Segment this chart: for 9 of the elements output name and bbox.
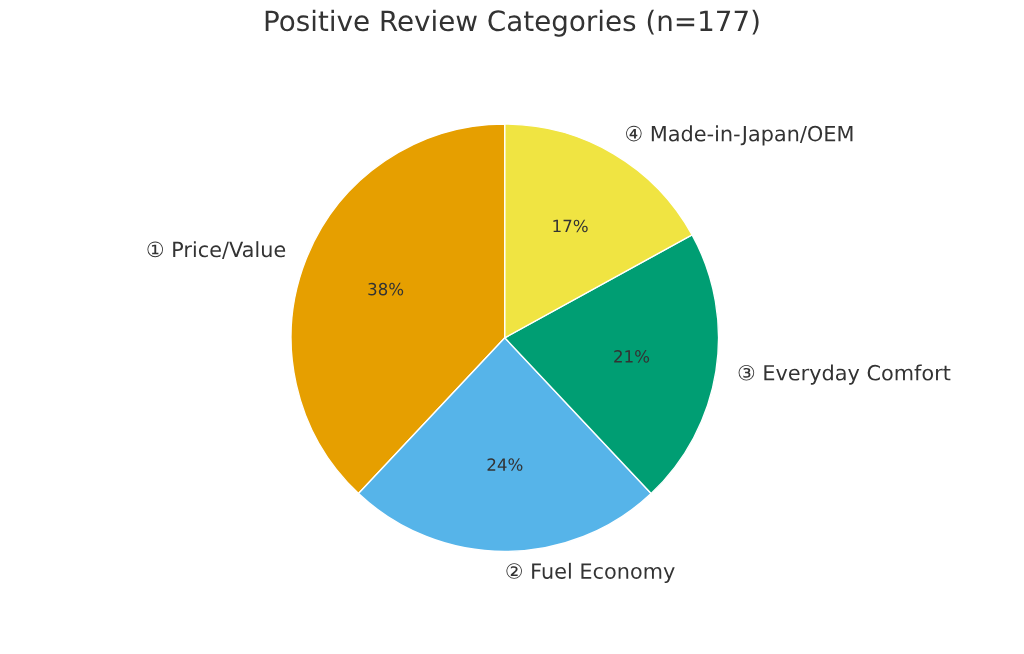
data-label: 24% [487,458,523,471]
slice-label: ② Fuel Economy [506,562,675,583]
slice-label: ① Price/Value [147,241,286,259]
chart-title: Positive Review Categories (n=177) [265,9,759,37]
slice-label: ③ Everyday Comfort [738,364,951,385]
data-label: 38% [368,282,404,296]
data-label: 17% [553,219,588,233]
data-label: 21% [614,350,650,363]
slice-label: ④ Made-in-Japan/OEM [626,125,853,146]
